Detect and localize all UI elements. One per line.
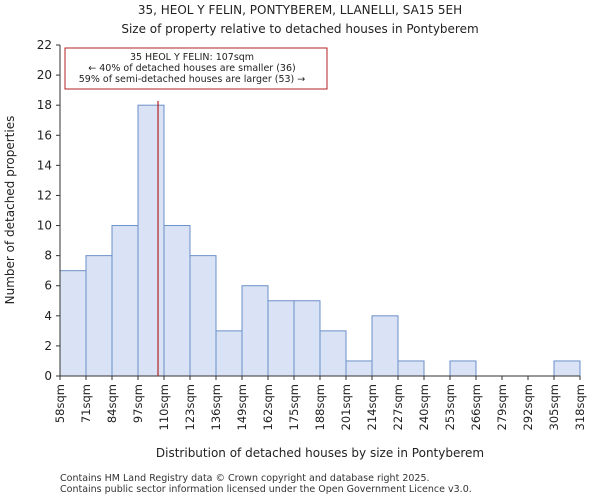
y-tick-label: 18 (37, 98, 52, 112)
footer-line-2: Contains public sector information licen… (60, 484, 472, 495)
bar-201sqm (345, 360, 373, 377)
bar-253sqm (449, 360, 477, 377)
bar-58sqm (59, 270, 87, 377)
x-tick-label-97sqm: 97sqm (131, 384, 145, 423)
y-tick-label: 12 (37, 188, 52, 202)
y-tick-label: 10 (37, 219, 52, 233)
bar-149sqm (241, 285, 269, 377)
y-tick-label: 4 (44, 309, 52, 323)
x-tick-label-136sqm: 136sqm (209, 384, 223, 430)
bar-71sqm (85, 255, 113, 377)
bar-123sqm (189, 255, 217, 377)
x-tick-label-162sqm: 162sqm (261, 384, 275, 430)
x-tick-label-71sqm: 71sqm (79, 384, 93, 423)
bar-162sqm (267, 300, 295, 377)
bar-175sqm (293, 300, 321, 377)
y-tick-label: 16 (37, 128, 52, 142)
x-tick-label-292sqm: 292sqm (521, 384, 535, 430)
bar-136sqm (215, 330, 243, 377)
y-tick-label: 22 (37, 38, 52, 52)
bar-97sqm (137, 104, 165, 377)
bar-188sqm (319, 330, 347, 377)
annotation-smaller-text: ← 40% of detached houses are smaller (36… (88, 63, 295, 74)
x-tick-label-266sqm: 266sqm (469, 384, 483, 430)
x-tick-label-149sqm: 149sqm (235, 384, 249, 430)
footer-line-1: Contains HM Land Registry data © Crown c… (60, 473, 430, 484)
bar-110sqm (163, 225, 191, 377)
x-tick-label-188sqm: 188sqm (313, 384, 327, 430)
annotation-larger-text: 59% of semi-detached houses are larger (… (79, 74, 306, 85)
bar-227sqm (397, 360, 425, 377)
y-axis-label: Number of detached properties (3, 116, 17, 305)
x-tick-label-227sqm: 227sqm (391, 384, 405, 430)
x-tick-label-305sqm: 305sqm (547, 384, 561, 430)
bar-214sqm (371, 315, 399, 377)
chart-subtitle: Size of property relative to detached ho… (121, 22, 478, 36)
x-tick-label-58sqm: 58sqm (53, 384, 67, 423)
x-tick-label-240sqm: 240sqm (417, 384, 431, 430)
y-tick-label: 2 (44, 339, 52, 353)
y-tick-label: 20 (37, 68, 52, 82)
x-tick-label-110sqm: 110sqm (157, 384, 171, 430)
x-tick-label-214sqm: 214sqm (365, 384, 379, 430)
chart-title: 35, HEOL Y FELIN, PONTYBEREM, LLANELLI, … (138, 3, 462, 17)
x-tick-label-201sqm: 201sqm (339, 384, 353, 430)
bar-305sqm (553, 360, 581, 377)
x-tick-label-318sqm: 318sqm (573, 384, 587, 430)
y-tick-label: 6 (44, 279, 52, 293)
y-tick-label: 0 (44, 369, 52, 383)
x-tick-label-279sqm: 279sqm (495, 384, 509, 430)
annotation-title: 35 HEOL Y FELIN: 107sqm (130, 52, 254, 63)
bar-84sqm (111, 225, 139, 377)
x-tick-label-123sqm: 123sqm (183, 384, 197, 430)
y-tick-label: 8 (44, 249, 52, 263)
x-tick-label-175sqm: 175sqm (287, 384, 301, 430)
x-tick-label-253sqm: 253sqm (443, 384, 457, 430)
annotation-box (64, 47, 328, 90)
y-tick-label: 14 (37, 158, 52, 172)
x-tick-label-84sqm: 84sqm (105, 384, 119, 423)
x-axis-label: Distribution of detached houses by size … (156, 446, 484, 460)
